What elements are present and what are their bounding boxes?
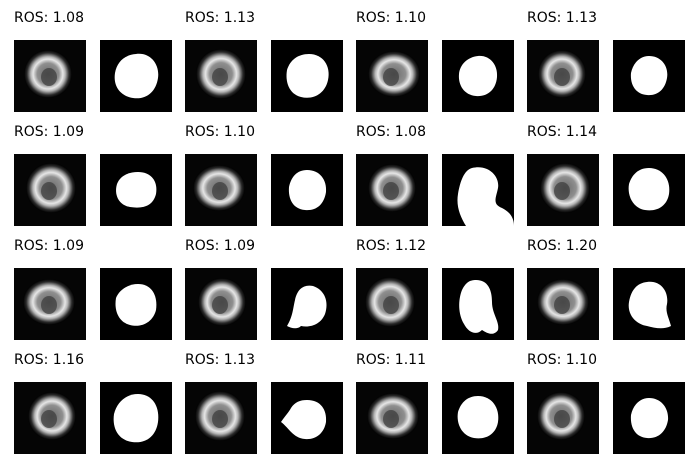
ros-label: ROS: 1.10 bbox=[185, 124, 255, 140]
cell-image bbox=[185, 382, 257, 454]
cell-image bbox=[185, 268, 257, 340]
panel: ROS: 1.20 bbox=[527, 238, 687, 340]
ros-label: ROS: 1.11 bbox=[356, 352, 426, 368]
panel: ROS: 1.12 bbox=[356, 238, 516, 340]
panel: ROS: 1.08 bbox=[356, 124, 516, 226]
ros-label: ROS: 1.10 bbox=[356, 10, 426, 26]
panel: ROS: 1.10 bbox=[185, 124, 345, 226]
ros-label: ROS: 1.14 bbox=[527, 124, 597, 140]
cell-image bbox=[14, 382, 86, 454]
panel: ROS: 1.09 bbox=[14, 238, 174, 340]
panel: ROS: 1.16 bbox=[14, 352, 174, 454]
cell-image bbox=[356, 154, 428, 226]
ros-label: ROS: 1.13 bbox=[527, 10, 597, 26]
mask-image bbox=[613, 382, 685, 454]
panel: ROS: 1.13 bbox=[185, 10, 345, 112]
cell-image bbox=[185, 40, 257, 112]
cell-image bbox=[356, 268, 428, 340]
mask-image bbox=[442, 382, 514, 454]
cell-image bbox=[14, 268, 86, 340]
panel: ROS: 1.09 bbox=[14, 124, 174, 226]
panel: ROS: 1.09 bbox=[185, 238, 345, 340]
mask-image bbox=[271, 268, 343, 340]
cell-image bbox=[527, 268, 599, 340]
ros-label: ROS: 1.12 bbox=[356, 238, 426, 254]
panel: ROS: 1.13 bbox=[185, 352, 345, 454]
ros-label: ROS: 1.13 bbox=[185, 352, 255, 368]
ros-label: ROS: 1.13 bbox=[185, 10, 255, 26]
mask-image bbox=[442, 40, 514, 112]
panel: ROS: 1.11 bbox=[356, 352, 516, 454]
panel: ROS: 1.08 bbox=[14, 10, 174, 112]
ros-label: ROS: 1.09 bbox=[185, 238, 255, 254]
cell-image bbox=[527, 40, 599, 112]
mask-image bbox=[442, 154, 514, 226]
ros-label: ROS: 1.16 bbox=[14, 352, 84, 368]
mask-image bbox=[100, 154, 172, 226]
ros-label: ROS: 1.08 bbox=[14, 10, 84, 26]
cell-image bbox=[356, 382, 428, 454]
panel: ROS: 1.10 bbox=[527, 352, 687, 454]
ros-label: ROS: 1.10 bbox=[527, 352, 597, 368]
panel: ROS: 1.10 bbox=[356, 10, 516, 112]
panel: ROS: 1.14 bbox=[527, 124, 687, 226]
mask-image bbox=[613, 268, 685, 340]
mask-image bbox=[100, 268, 172, 340]
cell-image bbox=[14, 154, 86, 226]
cell-image bbox=[185, 154, 257, 226]
mask-image bbox=[613, 154, 685, 226]
ros-label: ROS: 1.09 bbox=[14, 124, 84, 140]
mask-image bbox=[271, 382, 343, 454]
mask-image bbox=[271, 40, 343, 112]
mask-image bbox=[271, 154, 343, 226]
panel: ROS: 1.13 bbox=[527, 10, 687, 112]
cell-image bbox=[527, 154, 599, 226]
cell-image bbox=[356, 40, 428, 112]
ros-label: ROS: 1.20 bbox=[527, 238, 597, 254]
ros-label: ROS: 1.08 bbox=[356, 124, 426, 140]
ros-label: ROS: 1.09 bbox=[14, 238, 84, 254]
mask-image bbox=[613, 40, 685, 112]
mask-image bbox=[442, 268, 514, 340]
cell-image bbox=[14, 40, 86, 112]
mask-image bbox=[100, 382, 172, 454]
mask-image bbox=[100, 40, 172, 112]
cell-image bbox=[527, 382, 599, 454]
